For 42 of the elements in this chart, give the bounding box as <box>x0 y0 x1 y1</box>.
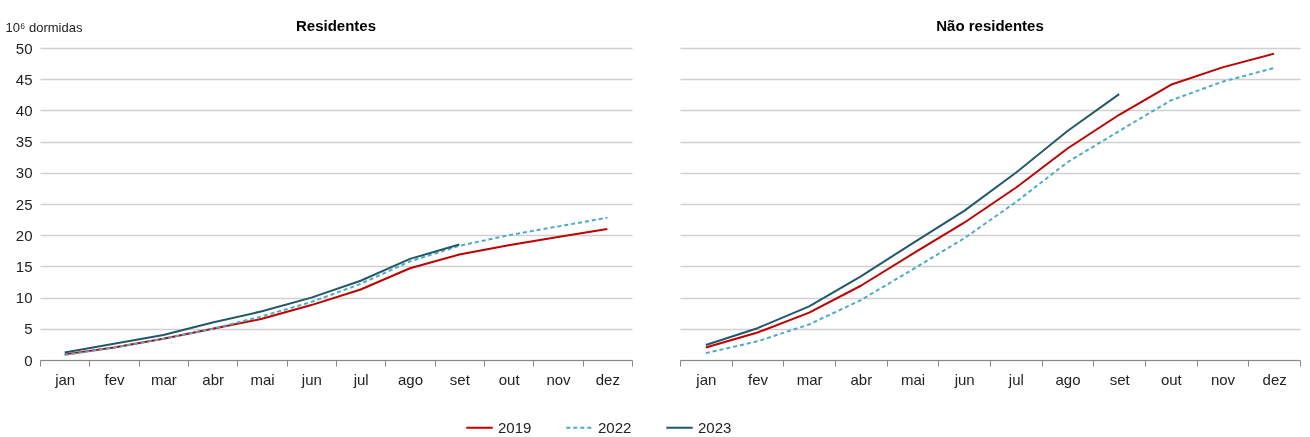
y-tick-label: 20 <box>15 226 33 244</box>
y-tick-label: 10 <box>15 289 33 307</box>
x-tick-label: nov <box>1210 370 1236 388</box>
y-tick-label: 40 <box>15 101 33 119</box>
x-tick-label: jan <box>54 370 76 388</box>
legend-label: 2019 <box>498 418 532 436</box>
x-tick-label: nov <box>546 370 572 388</box>
x-tick-label: mai <box>900 370 926 388</box>
y-tick-label: 5 <box>24 320 33 338</box>
y-tick-label: 15 <box>15 257 33 275</box>
x-tick-label: dez <box>1262 370 1287 388</box>
y-tick-label: 25 <box>15 195 33 213</box>
y-tick-label: 30 <box>15 164 33 182</box>
x-tick-label: set <box>449 370 471 388</box>
x-tick-label: jul <box>352 370 369 388</box>
x-tick-label: dez <box>595 370 620 388</box>
x-tick-label: jun <box>300 370 322 388</box>
x-tick-label: jul <box>1007 370 1024 388</box>
x-tick-label: mai <box>250 370 275 388</box>
y-tick-label: 45 <box>15 70 33 88</box>
y-tick-label: 35 <box>15 133 33 151</box>
chart-title: Residentes <box>295 17 377 34</box>
y-tick-label: 0 <box>24 351 33 369</box>
x-tick-label: mar <box>150 370 177 388</box>
legend-label: 2023 <box>698 418 732 436</box>
x-tick-label: mar <box>796 370 823 388</box>
x-tick-label: out <box>498 370 521 388</box>
x-tick-label: jan <box>695 370 717 388</box>
x-tick-label: ago <box>1055 370 1081 388</box>
x-tick-label: fev <box>104 370 125 388</box>
x-tick-label: fev <box>747 370 769 388</box>
y-tick-label: 50 <box>15 39 33 57</box>
x-tick-label: out <box>1160 370 1183 388</box>
legend-label: 2022 <box>598 418 632 436</box>
chart-title: Não residentes <box>936 17 1044 34</box>
x-tick-label: ago <box>397 370 424 388</box>
x-tick-label: jun <box>953 370 975 388</box>
x-tick-label: abr <box>202 370 225 388</box>
x-tick-label: set <box>1109 370 1131 388</box>
y-axis-title: 10⁶ dormidas <box>5 19 83 35</box>
line-series <box>63 243 461 354</box>
x-tick-label: abr <box>850 370 873 388</box>
